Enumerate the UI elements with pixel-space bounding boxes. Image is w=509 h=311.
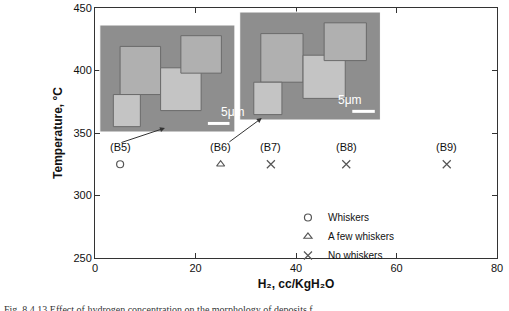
svg-text:80: 80 [491, 262, 503, 274]
svg-text:450: 450 [73, 2, 91, 14]
svg-text:(B9): (B9) [436, 141, 457, 153]
svg-text:5μm: 5μm [221, 105, 245, 119]
svg-text:H₂, cc/KgH₂O: H₂, cc/KgH₂O [258, 277, 335, 291]
svg-text:20: 20 [189, 262, 201, 274]
svg-text:250: 250 [73, 252, 91, 264]
svg-text:350: 350 [73, 127, 91, 139]
svg-text:(B8): (B8) [336, 141, 357, 153]
svg-text:400: 400 [73, 64, 91, 76]
svg-text:No whiskers: No whiskers [328, 250, 382, 261]
svg-text:60: 60 [390, 262, 402, 274]
svg-text:(B6): (B6) [210, 141, 231, 153]
svg-text:5μm: 5μm [338, 93, 362, 107]
svg-text:Fig. 8.4.13 Effect of hydrogen: Fig. 8.4.13 Effect of hydrogen concentra… [4, 304, 313, 311]
svg-text:Temperature, °C: Temperature, °C [51, 87, 65, 179]
svg-text:0: 0 [92, 262, 98, 274]
svg-text:300: 300 [73, 189, 91, 201]
svg-text:(B7): (B7) [260, 141, 281, 153]
svg-text:Whiskers: Whiskers [328, 212, 369, 223]
svg-text:40: 40 [290, 262, 302, 274]
svg-text:A few whiskers: A few whiskers [328, 231, 394, 242]
svg-text:(B5): (B5) [110, 141, 131, 153]
